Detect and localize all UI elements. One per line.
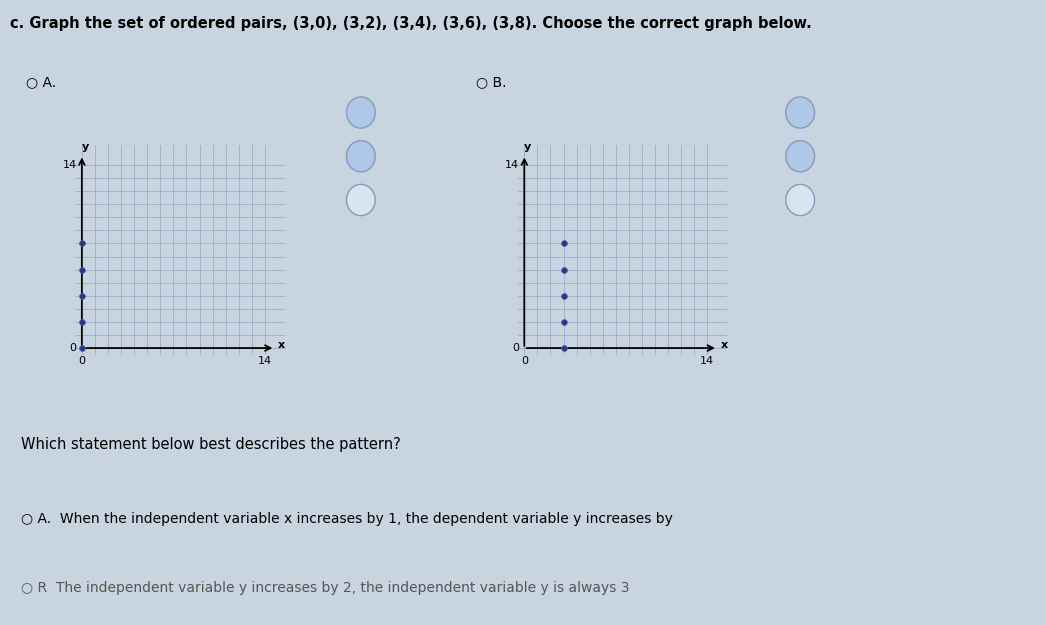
Text: 14: 14	[505, 160, 519, 170]
Text: 0: 0	[78, 356, 86, 366]
Text: ○ A.  When the independent variable x increases by 1, the dependent variable y i: ○ A. When the independent variable x inc…	[21, 512, 673, 526]
Text: ○ R  The independent variable y increases by 2, the independent variable y is al: ○ R The independent variable y increases…	[21, 581, 630, 595]
Text: Which statement below best describes the pattern?: Which statement below best describes the…	[21, 438, 401, 452]
Point	[73, 343, 90, 353]
Text: 0: 0	[513, 343, 519, 353]
Text: y: y	[524, 142, 531, 152]
Text: 14: 14	[700, 356, 714, 366]
Point	[555, 239, 572, 249]
Point	[73, 291, 90, 301]
Text: c. Graph the set of ordered pairs, (3,0), (3,2), (3,4), (3,6), (3,8). Choose the: c. Graph the set of ordered pairs, (3,0)…	[10, 16, 812, 31]
Text: 14: 14	[63, 160, 76, 170]
Text: ○ B.: ○ B.	[476, 75, 506, 89]
Text: 14: 14	[257, 356, 272, 366]
Text: ○ A.: ○ A.	[26, 75, 56, 89]
Point	[73, 264, 90, 274]
Text: x: x	[721, 341, 728, 351]
Point	[555, 264, 572, 274]
Text: 0: 0	[70, 343, 76, 353]
Text: x: x	[278, 341, 286, 351]
Point	[555, 343, 572, 353]
Point	[73, 317, 90, 327]
Point	[555, 317, 572, 327]
Point	[73, 239, 90, 249]
Text: y: y	[82, 142, 89, 152]
Point	[555, 291, 572, 301]
Text: 0: 0	[521, 356, 528, 366]
